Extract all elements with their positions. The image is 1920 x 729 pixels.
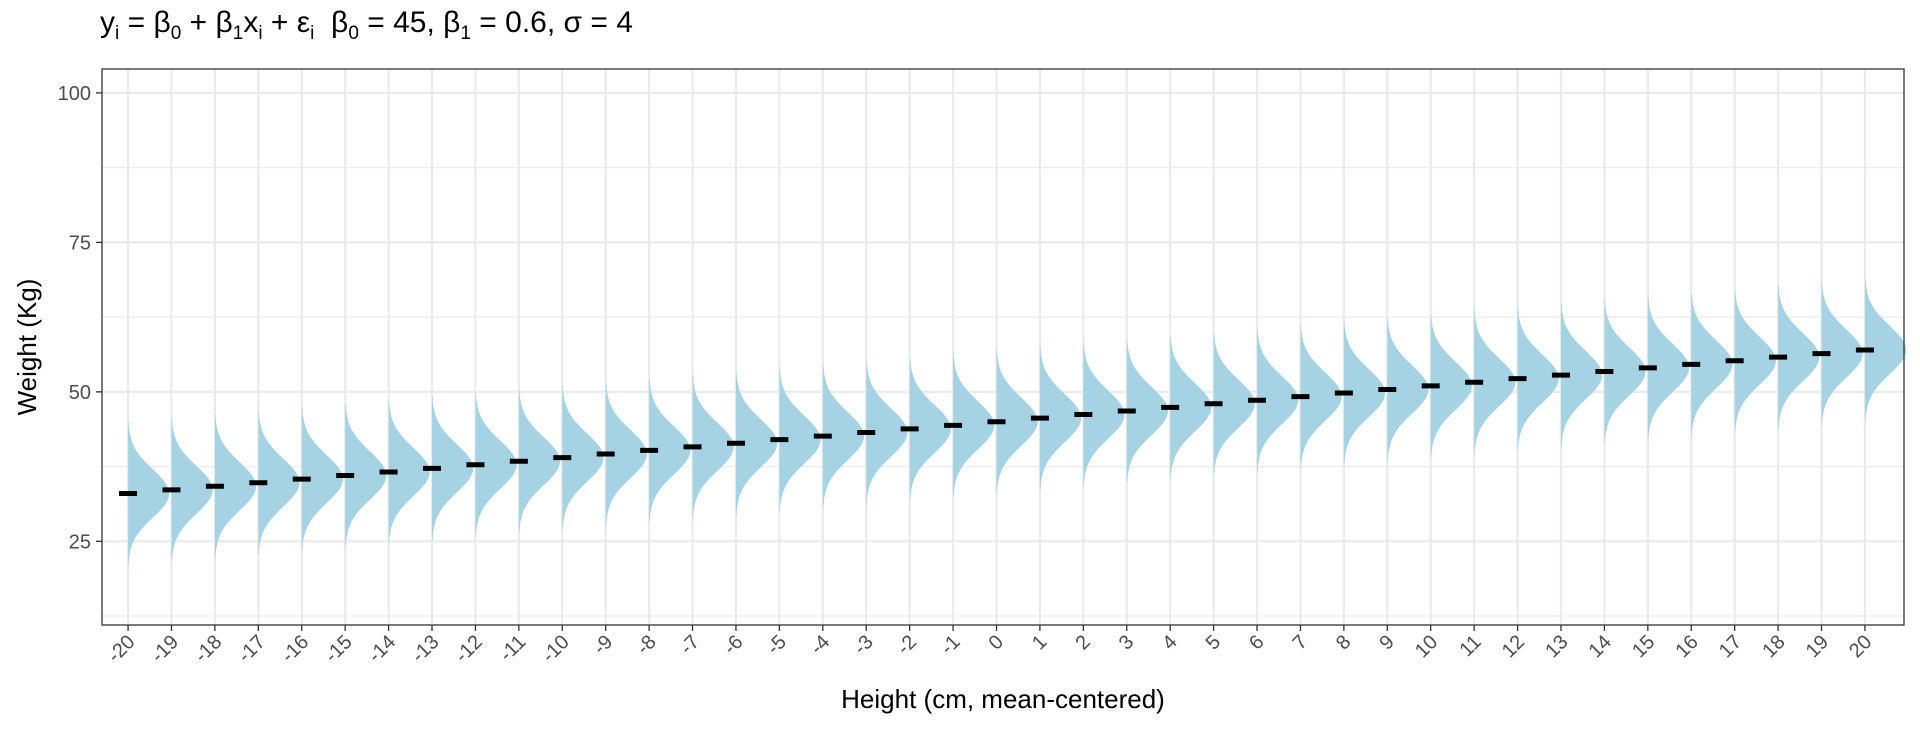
density-shape — [128, 421, 170, 566]
density-shape — [1213, 332, 1255, 476]
x-tick-label: -12 — [451, 631, 487, 667]
x-tick-label: -8 — [633, 631, 661, 659]
density-shape — [1604, 299, 1646, 444]
x-tick-label: 11 — [1455, 631, 1485, 661]
x-tick-label: -19 — [147, 631, 183, 667]
x-tick-label: -14 — [364, 631, 400, 667]
density-shape — [562, 385, 604, 530]
density-shape — [1300, 324, 1342, 469]
y-axis-title: Weight (Kg) — [12, 279, 42, 416]
density-shape — [996, 349, 1038, 494]
x-tick-label: -10 — [538, 631, 574, 667]
density-shape — [475, 393, 517, 537]
x-axis: -20 -19 -18 -17 -16 -15 -14 -13 -12 -11 -10 -9 -8 -7-… — [104, 625, 1876, 667]
density-shape — [1170, 335, 1212, 480]
x-tick-label: 7 — [1289, 631, 1312, 654]
x-tick-label: -13 — [408, 631, 444, 667]
density-group — [128, 278, 1907, 566]
density-shape — [1126, 339, 1168, 483]
x-tick-label: 1 — [1028, 631, 1051, 654]
density-shape — [1864, 278, 1907, 422]
x-axis-title: Height (cm, mean-centered) — [841, 684, 1165, 714]
density-shape — [1517, 306, 1559, 451]
y-tick-label: 25 — [69, 531, 91, 553]
density-shape — [258, 410, 300, 555]
density-shape — [432, 396, 474, 541]
y-tick-label: 75 — [69, 232, 91, 254]
density-shape — [605, 382, 647, 526]
density-shape — [1257, 328, 1299, 472]
x-tick-label: 20 — [1845, 631, 1876, 662]
density-shape — [692, 375, 734, 519]
x-tick-label: 13 — [1541, 631, 1572, 662]
density-shape — [301, 407, 343, 551]
x-tick-label: -16 — [277, 631, 313, 667]
density-shape — [388, 400, 430, 544]
x-tick-label: 2 — [1071, 631, 1094, 654]
x-tick-label: 10 — [1411, 631, 1442, 662]
density-shape — [649, 378, 691, 523]
density-shape — [518, 389, 561, 533]
x-tick-label: -9 — [589, 631, 617, 659]
density-shape — [909, 357, 951, 501]
density-shape — [1474, 310, 1516, 455]
x-tick-label: 0 — [985, 631, 1008, 654]
x-tick-label: -11 — [495, 631, 530, 666]
x-tick-label: 4 — [1158, 631, 1181, 654]
x-tick-label: 3 — [1115, 631, 1138, 654]
density-shape — [214, 414, 257, 559]
density-shape — [1647, 296, 1690, 440]
density-shape — [1083, 342, 1125, 487]
density-shape — [345, 403, 387, 548]
y-axis: 25 50 75 100 — [58, 83, 102, 553]
density-shape — [866, 360, 908, 505]
x-tick-label: 15 — [1628, 631, 1659, 662]
density-shape — [1691, 292, 1733, 437]
density-shape — [1387, 317, 1429, 462]
x-tick-label: -6 — [719, 631, 747, 659]
mean-marker-group — [119, 347, 1874, 496]
x-tick-label: -18 — [190, 631, 226, 667]
x-tick-label: 8 — [1332, 631, 1355, 654]
x-tick-label: -20 — [104, 631, 140, 667]
density-shape — [1734, 289, 1776, 433]
x-tick-label: -3 — [850, 631, 878, 659]
x-tick-label: -1 — [936, 631, 964, 659]
chart-title: yi = β0 + β1xi + εi β0 = 45, β1 = 0.6, σ… — [100, 6, 633, 44]
x-tick-label: 18 — [1758, 631, 1789, 662]
y-tick-label: 50 — [69, 382, 91, 404]
density-shape — [735, 371, 778, 515]
density-shape — [953, 353, 995, 498]
x-tick-label: 5 — [1202, 631, 1225, 654]
x-tick-label: 19 — [1802, 631, 1833, 662]
density-shape — [1039, 346, 1082, 490]
density-shape — [822, 364, 865, 508]
x-tick-label: 9 — [1375, 631, 1398, 654]
density-shape — [1778, 285, 1820, 429]
x-tick-label: -2 — [893, 631, 921, 659]
x-tick-label: -7 — [676, 631, 704, 659]
x-tick-label: -5 — [763, 631, 791, 659]
x-tick-label: 6 — [1245, 631, 1268, 654]
density-shape — [779, 367, 821, 512]
density-shape — [1343, 321, 1386, 465]
x-tick-label: -15 — [321, 631, 357, 667]
panel-border — [101, 68, 1905, 626]
density-shape — [1821, 281, 1863, 426]
x-tick-label: 17 — [1715, 631, 1746, 662]
x-tick-label: 12 — [1498, 631, 1529, 662]
density-shape — [1560, 303, 1603, 447]
x-tick-label: -17 — [234, 631, 270, 667]
x-tick-label: 16 — [1671, 631, 1702, 662]
x-tick-label: 14 — [1585, 631, 1616, 662]
density-shape — [171, 418, 213, 562]
y-tick-label: 100 — [58, 83, 91, 105]
density-shape — [1430, 314, 1472, 458]
x-tick-label: -4 — [806, 631, 834, 659]
